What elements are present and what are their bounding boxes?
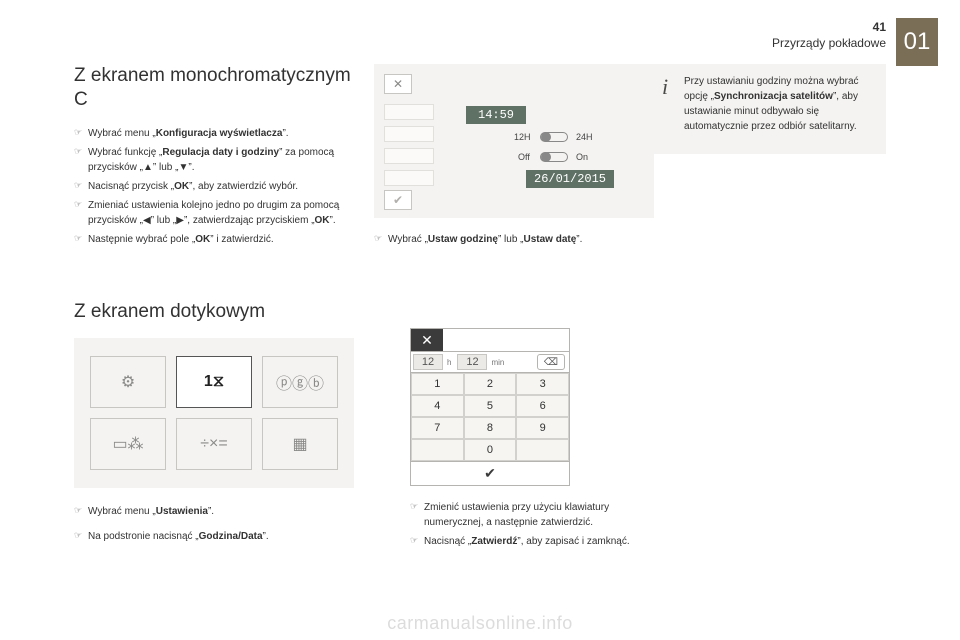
min-value: 12 bbox=[457, 354, 487, 370]
key: 0 bbox=[464, 439, 517, 461]
heading-mono-c: Z ekranem monochromatycznym C bbox=[74, 64, 354, 112]
toggle-off-on bbox=[540, 152, 568, 162]
instruction-item: Wybrać „Ustaw godzinę” lub „Ustaw datę”. bbox=[374, 232, 654, 247]
screen-icon: ▭⁂ bbox=[90, 418, 166, 470]
instruction-item: Zmienić ustawienia przy użyciu klawiatur… bbox=[410, 500, 654, 530]
keypad-instructions: Zmienić ustawienia przy użyciu klawiatur… bbox=[410, 500, 654, 549]
unit-h: h bbox=[447, 358, 451, 367]
instruction-item: Wybrać menu „Ustawienia”. bbox=[74, 504, 354, 519]
section-title: Przyrządy pokładowe bbox=[772, 36, 886, 50]
key: 8 bbox=[464, 417, 517, 439]
keypad-header: ✕ bbox=[411, 329, 569, 351]
keypad-keys: 1 2 3 4 5 6 7 8 9 0 bbox=[411, 373, 569, 461]
label-off: Off bbox=[518, 152, 530, 162]
key: 1 bbox=[411, 373, 464, 395]
key: 6 bbox=[516, 395, 569, 417]
numeric-keypad: ✕ 12 h 12 min ⌫ 1 2 3 4 5 6 7 8 9 0 bbox=[410, 328, 570, 486]
instruction-item: Następnie wybrać pole „OK” i zatwierdzić… bbox=[74, 232, 354, 247]
key: 2 bbox=[464, 373, 517, 395]
list-row bbox=[384, 126, 434, 142]
confirm-icon: ✔ bbox=[384, 190, 412, 210]
time-display: 14:59 bbox=[466, 106, 526, 124]
label-24h: 24H bbox=[576, 132, 593, 142]
instruction-item: Zmieniać ustawienia kolejno jedno po dru… bbox=[74, 198, 354, 228]
section-mono-c: Z ekranem monochromatycznym C Wybrać men… bbox=[74, 64, 354, 251]
instruction-item: Na podstronie nacisnąć „Godzina/Data”. bbox=[74, 529, 354, 544]
info-text: Przy ustawianiu godziny można wybrać opc… bbox=[684, 76, 859, 132]
info-note: i Przy ustawianiu godziny można wybrać o… bbox=[654, 64, 886, 154]
instruction-item: Nacisnąć przycisk „OK”, aby zatwierdzić … bbox=[74, 179, 354, 194]
section-touch: Z ekranem dotykowym ⚙ 1⧖ ⓟⓖⓑ ▭⁂ ÷×= ▦ Wy… bbox=[74, 300, 354, 548]
key bbox=[516, 439, 569, 461]
instruction-item: Wybrać funkcję „Regulacja daty i godziny… bbox=[74, 145, 354, 175]
heading-touch: Z ekranem dotykowym bbox=[74, 300, 354, 324]
keypad-block: ✕ 12 h 12 min ⌫ 1 2 3 4 5 6 7 8 9 0 bbox=[410, 328, 654, 553]
list-row bbox=[384, 170, 434, 186]
touch-menu-illustration: ⚙ 1⧖ ⓟⓖⓑ ▭⁂ ÷×= ▦ bbox=[74, 338, 354, 488]
label-on: On bbox=[576, 152, 588, 162]
keypad-display: 12 h 12 min ⌫ bbox=[411, 351, 569, 373]
close-icon: ✕ bbox=[384, 74, 412, 94]
key: 7 bbox=[411, 417, 464, 439]
close-icon: ✕ bbox=[411, 329, 443, 351]
mono-screen-illustration: ✕ 14:59 12H .ms-switch:nth-of-type(1)::a… bbox=[374, 64, 654, 218]
calc-icon: ÷×= bbox=[176, 418, 252, 470]
key: 5 bbox=[464, 395, 517, 417]
touch-instructions-1: Wybrać menu „Ustawienia”. bbox=[74, 504, 354, 519]
datetime-tile: 1⧖ bbox=[176, 356, 252, 408]
toggle-12-24 bbox=[540, 132, 568, 142]
key: 9 bbox=[516, 417, 569, 439]
list-row bbox=[384, 104, 434, 120]
instruction-item: Wybrać menu „Konfiguracja wyświetlacza”. bbox=[74, 126, 354, 141]
hour-value: 12 bbox=[413, 354, 443, 370]
backspace-icon: ⌫ bbox=[537, 354, 565, 370]
instruction-list: Wybrać menu „Konfiguracja wyświetlacza”.… bbox=[74, 126, 354, 247]
calendar-icon: ▦ bbox=[262, 418, 338, 470]
info-icon: i bbox=[662, 70, 668, 103]
key: 4 bbox=[411, 395, 464, 417]
list-row bbox=[384, 148, 434, 164]
key: 3 bbox=[516, 373, 569, 395]
mono-caption: Wybrać „Ustaw godzinę” lub „Ustaw datę”. bbox=[374, 232, 654, 247]
unit-min: min bbox=[491, 358, 504, 367]
instruction-item: Nacisnąć „Zatwierdź”, aby zapisać i zamk… bbox=[410, 534, 654, 549]
watermark: carmanualsonline.info bbox=[387, 613, 573, 634]
touch-instructions-2: Na podstronie nacisnąć „Godzina/Data”. bbox=[74, 529, 354, 544]
page-number: 41 bbox=[873, 20, 886, 34]
label-12h: 12H bbox=[514, 132, 531, 142]
date-display: 26/01/2015 bbox=[526, 170, 614, 188]
key bbox=[411, 439, 464, 461]
settings-icon: ⚙ bbox=[90, 356, 166, 408]
manual-page: 41 Przyrządy pokładowe 01 Z ekranem mono… bbox=[0, 0, 960, 640]
mono-screen-block: ✕ 14:59 12H .ms-switch:nth-of-type(1)::a… bbox=[374, 64, 654, 251]
chapter-tab: 01 bbox=[896, 18, 938, 66]
confirm-icon: ✔ bbox=[411, 461, 569, 485]
languages-icon: ⓟⓖⓑ bbox=[262, 356, 338, 408]
